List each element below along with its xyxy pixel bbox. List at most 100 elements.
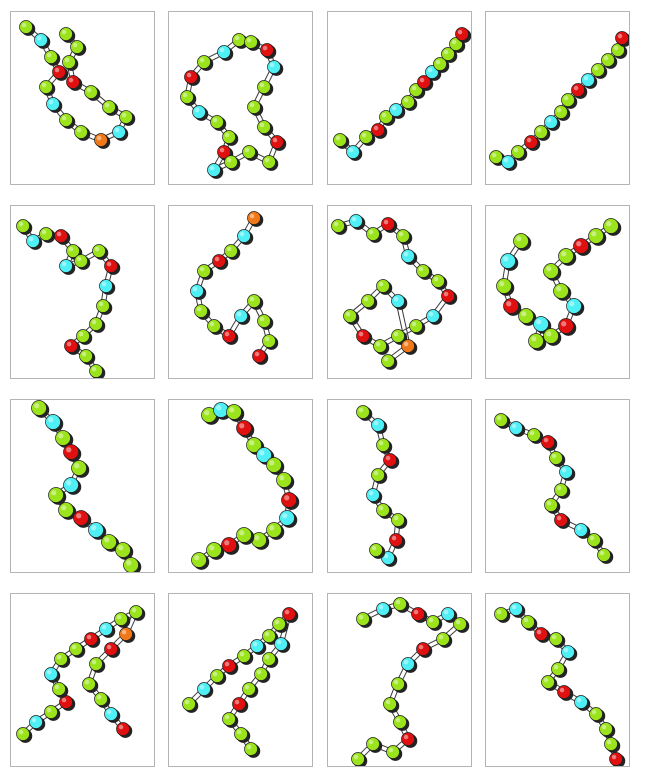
- atom-highlight: [76, 256, 82, 262]
- atom-highlight: [385, 699, 391, 705]
- molecule-drawing-14: [182, 607, 299, 758]
- atom-highlight: [239, 423, 245, 429]
- atom-highlight: [66, 447, 72, 453]
- atom-sphere: [89, 317, 103, 331]
- atom-sphere: [574, 695, 588, 709]
- atom-highlight: [51, 490, 57, 496]
- atom-highlight: [433, 276, 439, 282]
- atom-highlight: [438, 634, 444, 640]
- atom-sphere: [222, 130, 236, 144]
- atom-highlight: [551, 453, 557, 459]
- molecule-drawing-10: [191, 402, 300, 570]
- atom-sphere: [381, 217, 395, 231]
- atom-sphere: [62, 55, 76, 69]
- atom-highlight: [368, 490, 374, 496]
- atom-sphere: [197, 55, 211, 69]
- atom-sphere: [581, 73, 595, 87]
- atom-highlight: [76, 513, 82, 519]
- atom-highlight: [209, 165, 215, 171]
- atom-sphere: [573, 238, 589, 254]
- atom-highlight: [194, 107, 200, 113]
- atom-highlight: [499, 281, 505, 287]
- atom-highlight: [91, 366, 97, 372]
- atom-sphere: [433, 57, 447, 71]
- atom-highlight: [413, 609, 419, 615]
- atom-highlight: [276, 639, 282, 645]
- atom-sphere: [369, 543, 383, 557]
- atom-highlight: [259, 122, 265, 128]
- structure-panel-5: [10, 205, 155, 379]
- structure-panel-7: [327, 205, 472, 379]
- atom-highlight: [224, 540, 230, 546]
- atom-sphere: [587, 533, 601, 547]
- molecule-drawing-5: [16, 219, 121, 378]
- atom-sphere: [104, 707, 118, 721]
- atom-sphere: [386, 745, 400, 759]
- atom-highlight: [226, 157, 232, 163]
- atom-sphere: [615, 31, 629, 45]
- atom-highlight: [224, 331, 230, 337]
- atom-sphere: [89, 364, 103, 378]
- atom-highlight: [523, 617, 529, 623]
- atom-highlight: [274, 619, 280, 625]
- atom-sphere: [383, 453, 397, 467]
- atom-sphere: [63, 444, 79, 460]
- atom-sphere: [331, 219, 345, 233]
- atom-sphere: [252, 349, 266, 363]
- atom-highlight: [239, 651, 245, 657]
- atom-sphere: [441, 607, 455, 621]
- atom-sphere: [604, 737, 618, 751]
- atom-highlight: [236, 729, 242, 735]
- atom-highlight: [496, 415, 502, 421]
- atom-sphere: [260, 43, 274, 57]
- atom-highlight: [589, 535, 595, 541]
- atom-sphere: [393, 715, 407, 729]
- atom-highlight: [368, 229, 374, 235]
- structure-panel-14: [168, 593, 313, 767]
- atom-highlight: [58, 433, 64, 439]
- atom-highlight: [192, 286, 198, 292]
- atom-sphere: [436, 632, 450, 646]
- atom-sphere: [74, 254, 88, 268]
- atom-highlight: [78, 331, 84, 337]
- atom-highlight: [121, 629, 127, 635]
- atom-highlight: [269, 460, 275, 466]
- atom-sphere: [376, 602, 390, 616]
- atom-sphere: [554, 513, 568, 527]
- atom-sphere: [534, 627, 548, 641]
- atom-sphere: [609, 752, 623, 766]
- atom-sphere: [266, 522, 282, 538]
- atom-sphere: [217, 45, 231, 59]
- atom-sphere: [94, 692, 108, 706]
- atom-sphere: [416, 642, 430, 656]
- atom-sphere: [222, 329, 236, 343]
- molecule-drawing-3: [333, 27, 471, 161]
- atom-highlight: [351, 216, 357, 222]
- atom-sphere: [234, 727, 248, 741]
- atom-highlight: [96, 135, 102, 141]
- atom-highlight: [279, 475, 285, 481]
- atom-sphere: [242, 145, 256, 159]
- atom-highlight: [36, 35, 42, 41]
- atom-highlight: [403, 341, 409, 347]
- atom-sphere: [371, 468, 385, 482]
- atom-highlight: [184, 699, 190, 705]
- atom-sphere: [92, 244, 106, 258]
- atom-sphere: [416, 264, 430, 278]
- atom-highlight: [106, 261, 112, 267]
- atom-highlight: [56, 654, 62, 660]
- atom-sphere: [221, 537, 237, 553]
- atom-highlight: [418, 266, 424, 272]
- atom-highlight: [64, 57, 70, 63]
- atom-sphere: [212, 254, 226, 268]
- atom-sphere: [270, 135, 284, 149]
- atom-highlight: [403, 97, 409, 103]
- atom-highlight: [375, 341, 381, 347]
- atom-highlight: [61, 115, 67, 121]
- atom-sphere: [379, 110, 393, 124]
- atom-sphere: [99, 279, 113, 293]
- atom-highlight: [249, 213, 255, 219]
- atom-sphere: [71, 460, 87, 476]
- atom-highlight: [378, 281, 384, 287]
- atom-sphere: [346, 145, 360, 159]
